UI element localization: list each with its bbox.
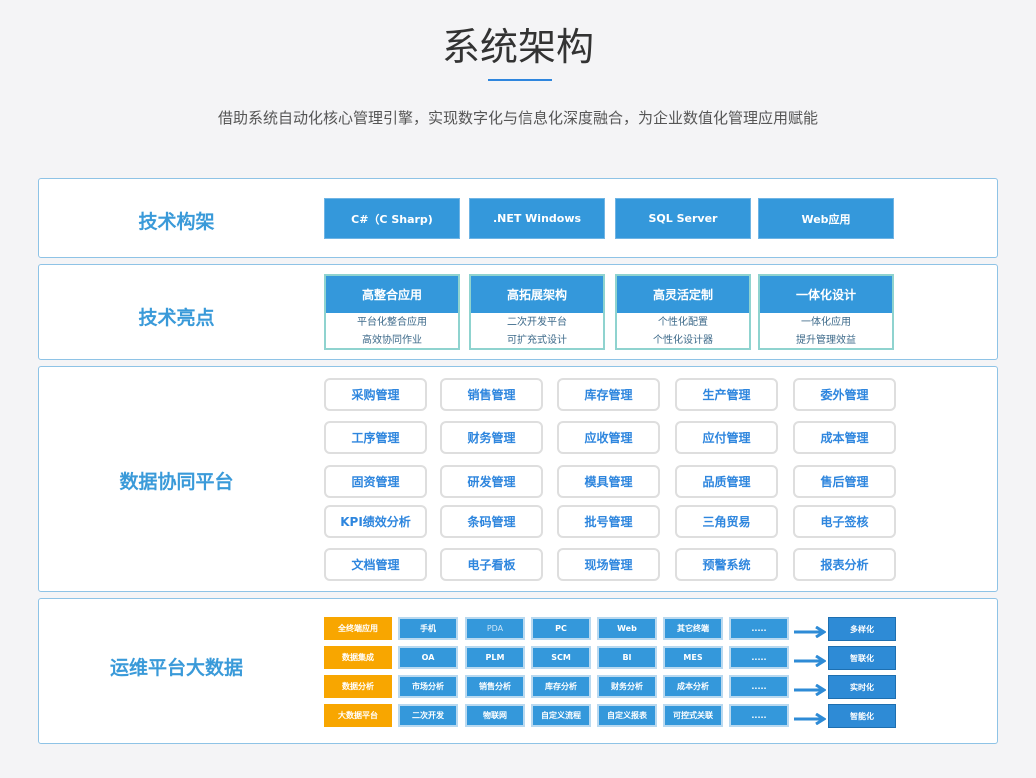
category-label: 数据集成	[324, 646, 392, 669]
module-button[interactable]: 财务管理	[440, 421, 543, 454]
highlight-line: 个性化配置	[658, 317, 708, 328]
ops-item[interactable]: BI	[597, 646, 657, 669]
ops-item[interactable]: 自定义报表	[597, 704, 657, 727]
result-label: 智能化	[828, 704, 896, 728]
module-button[interactable]: 库存管理	[557, 378, 660, 411]
highlight-line: 平台化整合应用	[357, 317, 427, 328]
ops-item[interactable]: 库存分析	[531, 675, 591, 698]
ops-item[interactable]: 其它终端	[663, 617, 723, 640]
arrow-right-icon	[794, 652, 827, 668]
tech-item[interactable]: C#（C Sharp)	[324, 198, 460, 239]
module-button[interactable]: KPI绩效分析	[324, 505, 427, 538]
ops-item[interactable]: .....	[729, 704, 789, 727]
module-button[interactable]: 采购管理	[324, 378, 427, 411]
ops-item[interactable]: 手机	[398, 617, 458, 640]
highlight-card: 高灵活定制个性化配置个性化设计器	[615, 274, 751, 350]
module-button[interactable]: 销售管理	[440, 378, 543, 411]
highlight-card: 高整合应用平台化整合应用 高效协同作业	[324, 274, 460, 350]
module-button[interactable]: 文档管理	[324, 548, 427, 581]
highlight-title: 高灵活定制	[617, 276, 749, 313]
ops-item[interactable]: Web	[597, 617, 657, 640]
page-title: 系统架构	[441, 25, 594, 69]
module-button[interactable]: 固资管理	[324, 465, 427, 498]
tech-item[interactable]: .NET Windows	[469, 198, 605, 239]
module-button[interactable]: 电子签核	[793, 505, 896, 538]
tech-item[interactable]: Web应用	[758, 198, 894, 239]
module-button[interactable]: 三角贸易	[675, 505, 778, 538]
highlight-line: 一体化应用	[801, 317, 851, 328]
ops-platform-panel: 运维平台大数据 全终端应用 手机 PDA PC Web 其它终端..... 多样化数据集成 O…	[38, 598, 998, 744]
module-button[interactable]: 应收管理	[557, 421, 660, 454]
result-label: 智联化	[828, 646, 896, 670]
highlight-line: 可扩充式设计	[507, 335, 567, 346]
arrow-right-icon	[794, 681, 827, 697]
result-label: 多样化	[828, 617, 896, 641]
module-button[interactable]: 电子看板	[440, 548, 543, 581]
ops-item[interactable]: 市场分析	[398, 675, 458, 698]
highlight-line: 二次开发平台	[507, 317, 567, 328]
category-label: 全终端应用	[324, 617, 392, 640]
highlight-card: 一体化设计一体化应用提升管理效益	[758, 274, 894, 350]
highlight-line: 高效协同作业	[362, 335, 422, 346]
arrow-right-icon	[794, 623, 827, 639]
panel-label: 技术构架	[138, 211, 215, 233]
ops-item[interactable]: PLM	[465, 646, 525, 669]
ops-item[interactable]: 销售分析	[465, 675, 525, 698]
ops-item[interactable]: MES	[663, 646, 723, 669]
module-button[interactable]: 委外管理	[793, 378, 896, 411]
ops-item[interactable]: 财务分析	[597, 675, 657, 698]
module-button[interactable]: 售后管理	[793, 465, 896, 498]
ops-item[interactable]: OA	[398, 646, 458, 669]
ops-item[interactable]: .....	[729, 675, 789, 698]
category-label: 大数据平台	[324, 704, 392, 727]
panel-label: 数据协同平台	[119, 471, 234, 493]
tech-item[interactable]: SQL Server	[615, 198, 751, 239]
highlight-title: 一体化设计	[760, 276, 892, 313]
module-button[interactable]: 品质管理	[675, 465, 778, 498]
category-label: 数据分析	[324, 675, 392, 698]
highlight-title: 高拓展架构	[471, 276, 603, 313]
module-button[interactable]: 模具管理	[557, 465, 660, 498]
module-button[interactable]: 条码管理	[440, 505, 543, 538]
ops-item[interactable]: .....	[729, 646, 789, 669]
ops-item[interactable]: 可控式关联	[663, 704, 723, 727]
module-button[interactable]: 应付管理	[675, 421, 778, 454]
tech-framework-panel: 技术构架 C#（C Sharp) .NET Windows SQL Server We…	[38, 178, 998, 258]
result-label: 实时化	[828, 675, 896, 699]
module-button[interactable]: 报表分析	[793, 548, 896, 581]
ops-item[interactable]: SCM	[531, 646, 591, 669]
title-underline	[488, 79, 552, 81]
module-button[interactable]: 成本管理	[793, 421, 896, 454]
highlight-card: 高拓展架构二次开发平台 可扩充式设计	[469, 274, 605, 350]
module-button[interactable]: 生产管理	[675, 378, 778, 411]
module-button[interactable]: 现场管理	[557, 548, 660, 581]
ops-item[interactable]: PDA	[465, 617, 525, 640]
ops-item[interactable]: .....	[729, 617, 789, 640]
ops-item[interactable]: PC	[531, 617, 591, 640]
panel-label: 运维平台大数据	[109, 657, 243, 679]
highlight-line: 个性化设计器	[653, 335, 713, 346]
ops-item[interactable]: 物联网	[465, 704, 525, 727]
module-button[interactable]: 批号管理	[557, 505, 660, 538]
ops-item[interactable]: 自定义流程	[531, 704, 591, 727]
ops-item[interactable]: 成本分析	[663, 675, 723, 698]
module-button[interactable]: 预警系统	[675, 548, 778, 581]
highlight-title: 高整合应用	[326, 276, 458, 313]
tech-highlights-panel: 技术亮点 高整合应用 平台化整合应用 高效协同作业 高拓展架构 二次开发平台 可扩充式设计…	[38, 264, 998, 360]
module-button[interactable]: 研发管理	[440, 465, 543, 498]
module-button[interactable]: 工序管理	[324, 421, 427, 454]
ops-item[interactable]: 二次开发	[398, 704, 458, 727]
highlight-line: 提升管理效益	[796, 335, 856, 346]
data-platform-panel: 数据协同平台 采购管理 销售管理 库存管理 生产管理 委外管理工序管理 财务管理 应收管理应…	[38, 366, 998, 592]
page-subtitle: 借助系统自动化核心管理引擎，实现数字化与信息化深度融合，为企业数值化管理应用赋能	[217, 109, 818, 127]
arrow-right-icon	[794, 710, 827, 726]
panel-label: 技术亮点	[138, 307, 215, 329]
